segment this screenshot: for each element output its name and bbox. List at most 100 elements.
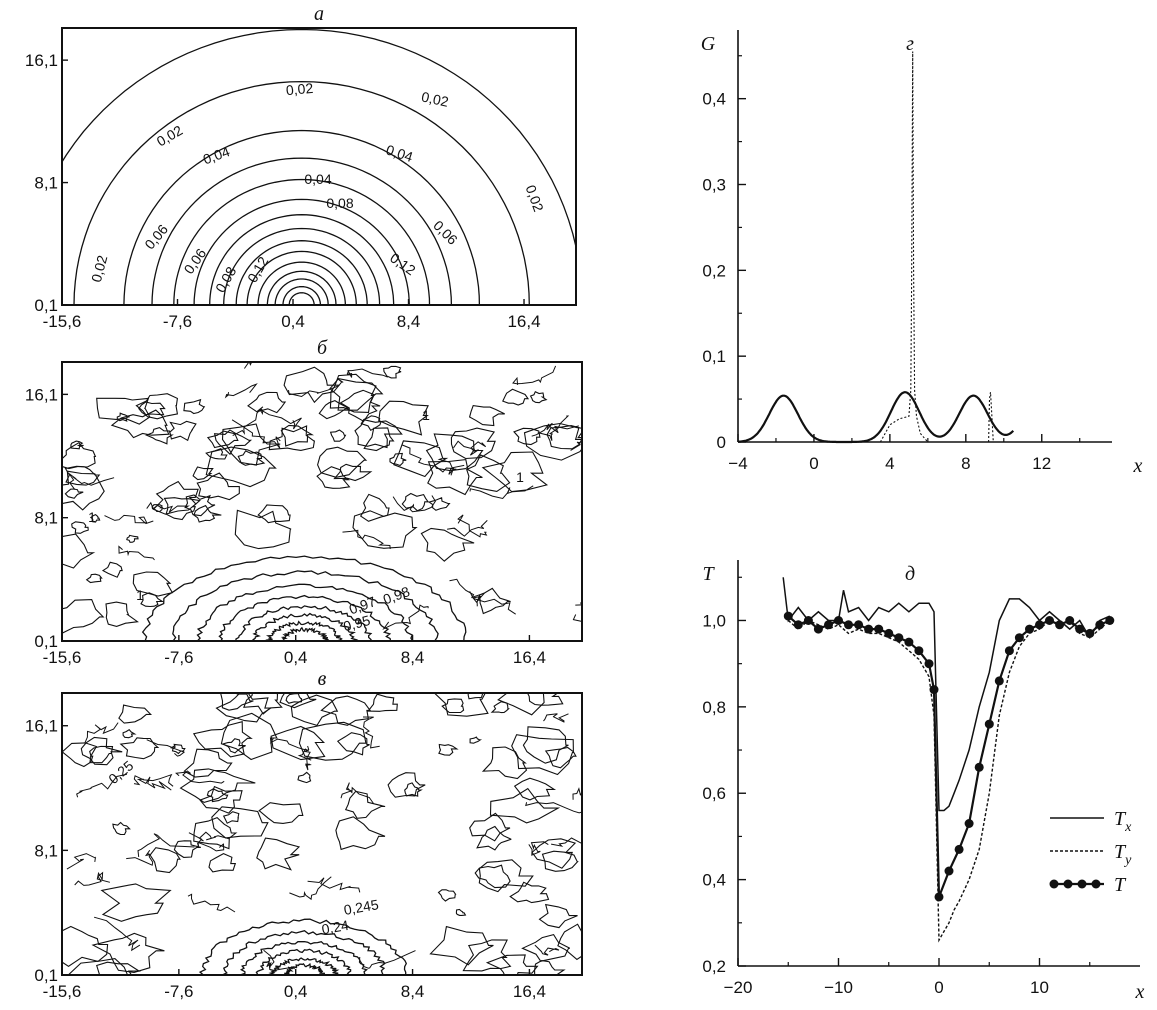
y-tick-label: 0,3 bbox=[702, 176, 726, 195]
noise-contour bbox=[450, 579, 485, 606]
noise-contour bbox=[199, 832, 229, 841]
noise-contour bbox=[106, 602, 138, 626]
panel-frame bbox=[62, 28, 576, 305]
x-tick-label: 0,4 bbox=[284, 648, 308, 667]
contour-label: 0,04 bbox=[201, 143, 232, 167]
noise-contour bbox=[317, 467, 349, 489]
noise-contour bbox=[405, 783, 421, 796]
series-T-point bbox=[1015, 633, 1024, 642]
x-tick-label: 0,4 bbox=[281, 312, 305, 331]
series-T-point bbox=[1035, 620, 1044, 629]
x-tick-label: −4 bbox=[728, 454, 747, 473]
noise-contour bbox=[439, 745, 457, 756]
contour-line bbox=[222, 931, 384, 975]
x-tick-label: 0 bbox=[809, 454, 818, 473]
noise-contour bbox=[336, 817, 385, 850]
noise-contour bbox=[170, 421, 196, 440]
series-T-point bbox=[1025, 625, 1034, 634]
x-axis-label: x bbox=[1135, 981, 1145, 1003]
x-tick-label: −20 bbox=[724, 978, 753, 997]
x-tick-label: -7,6 bbox=[164, 648, 193, 667]
noise-contour bbox=[402, 494, 428, 511]
contour-annotation: 1 bbox=[88, 509, 96, 525]
noise-contour bbox=[431, 927, 494, 965]
contour-label: 0,24 bbox=[320, 917, 350, 938]
noise-contour bbox=[138, 834, 195, 857]
legend-label-sub: y bbox=[1123, 853, 1132, 868]
contour-line bbox=[143, 556, 466, 641]
panel-title: a bbox=[314, 3, 324, 25]
noise-contour bbox=[105, 515, 154, 523]
noise-contour bbox=[139, 777, 172, 790]
contour-line bbox=[240, 942, 367, 975]
legend-label: T bbox=[1114, 874, 1127, 896]
x-tick-label: 8,4 bbox=[401, 982, 425, 1001]
series-T-point bbox=[1095, 620, 1104, 629]
noise-contour bbox=[347, 369, 388, 378]
noise-contour bbox=[188, 894, 235, 912]
x-tick-label: −10 bbox=[824, 978, 853, 997]
noise-contour bbox=[53, 534, 94, 568]
noise-contour bbox=[379, 401, 428, 435]
noise-contour bbox=[280, 685, 316, 708]
series-T-point bbox=[874, 625, 883, 634]
contour-label: 0,02 bbox=[88, 253, 111, 284]
x-tick-label: 8,4 bbox=[397, 312, 421, 331]
panel-title: б bbox=[317, 337, 328, 359]
noise-contour bbox=[139, 402, 165, 415]
noise-contour bbox=[121, 738, 158, 759]
noise-contour bbox=[535, 945, 559, 955]
series-T-point bbox=[804, 616, 813, 625]
noise-contour bbox=[492, 702, 509, 713]
noise-contour bbox=[258, 505, 290, 523]
series-T-point bbox=[935, 892, 944, 901]
noise-contour bbox=[259, 803, 303, 824]
noise-contour bbox=[540, 905, 578, 928]
series-T-point bbox=[844, 620, 853, 629]
legend-T-marker bbox=[1050, 880, 1059, 889]
contour-line bbox=[284, 964, 324, 975]
noise-contour bbox=[123, 730, 135, 738]
contour-line bbox=[258, 262, 345, 305]
noise-contour bbox=[257, 838, 299, 870]
noise-contour bbox=[113, 823, 130, 835]
series-T-point bbox=[1005, 646, 1014, 655]
series-T-point bbox=[965, 819, 974, 828]
noise-contour bbox=[136, 394, 177, 419]
noise-contour bbox=[65, 489, 83, 498]
contour-annotation: 1 bbox=[422, 407, 430, 423]
legend-label: Ty bbox=[1114, 841, 1132, 868]
noise-contour bbox=[360, 951, 416, 969]
panel-plot-area bbox=[47, 681, 615, 993]
legend-T-marker bbox=[1064, 880, 1073, 889]
noise-contour bbox=[67, 854, 96, 870]
noise-contour bbox=[244, 349, 262, 369]
contour-label: 0,95 bbox=[341, 612, 372, 635]
series-T-point bbox=[1055, 620, 1064, 629]
contour-label: 0,06 bbox=[141, 221, 171, 252]
x-tick-label: 4 bbox=[885, 454, 894, 473]
noise-contour bbox=[181, 769, 256, 803]
noise-contour bbox=[61, 443, 95, 469]
noise-contour bbox=[72, 522, 89, 534]
series-T-point bbox=[894, 633, 903, 642]
series-T-point bbox=[914, 646, 923, 655]
noise-contour bbox=[355, 420, 402, 448]
contour-label: 0,06 bbox=[430, 217, 461, 248]
noise-contour bbox=[470, 813, 510, 840]
noise-contour bbox=[206, 449, 227, 459]
noise-contour bbox=[119, 547, 155, 561]
y-tick-label: 0 bbox=[717, 433, 726, 452]
x-tick-label: 12 bbox=[1032, 454, 1051, 473]
noise-contour bbox=[71, 441, 84, 449]
y-tick-label: 16,1 bbox=[25, 51, 58, 70]
y-tick-label: 0,1 bbox=[34, 296, 58, 315]
panel-0: a-15,6 -7,6 0,4 8,4 16,40,18,116,10,02 0,020,… bbox=[21, 3, 582, 331]
contour-line bbox=[267, 271, 336, 305]
y-tick-label: 0,1 bbox=[34, 632, 58, 651]
noise-contour bbox=[147, 428, 172, 444]
noise-contour bbox=[479, 588, 510, 613]
noise-contour bbox=[44, 600, 103, 634]
y-tick-label: 8,1 bbox=[34, 509, 58, 528]
noise-contour bbox=[223, 739, 246, 753]
